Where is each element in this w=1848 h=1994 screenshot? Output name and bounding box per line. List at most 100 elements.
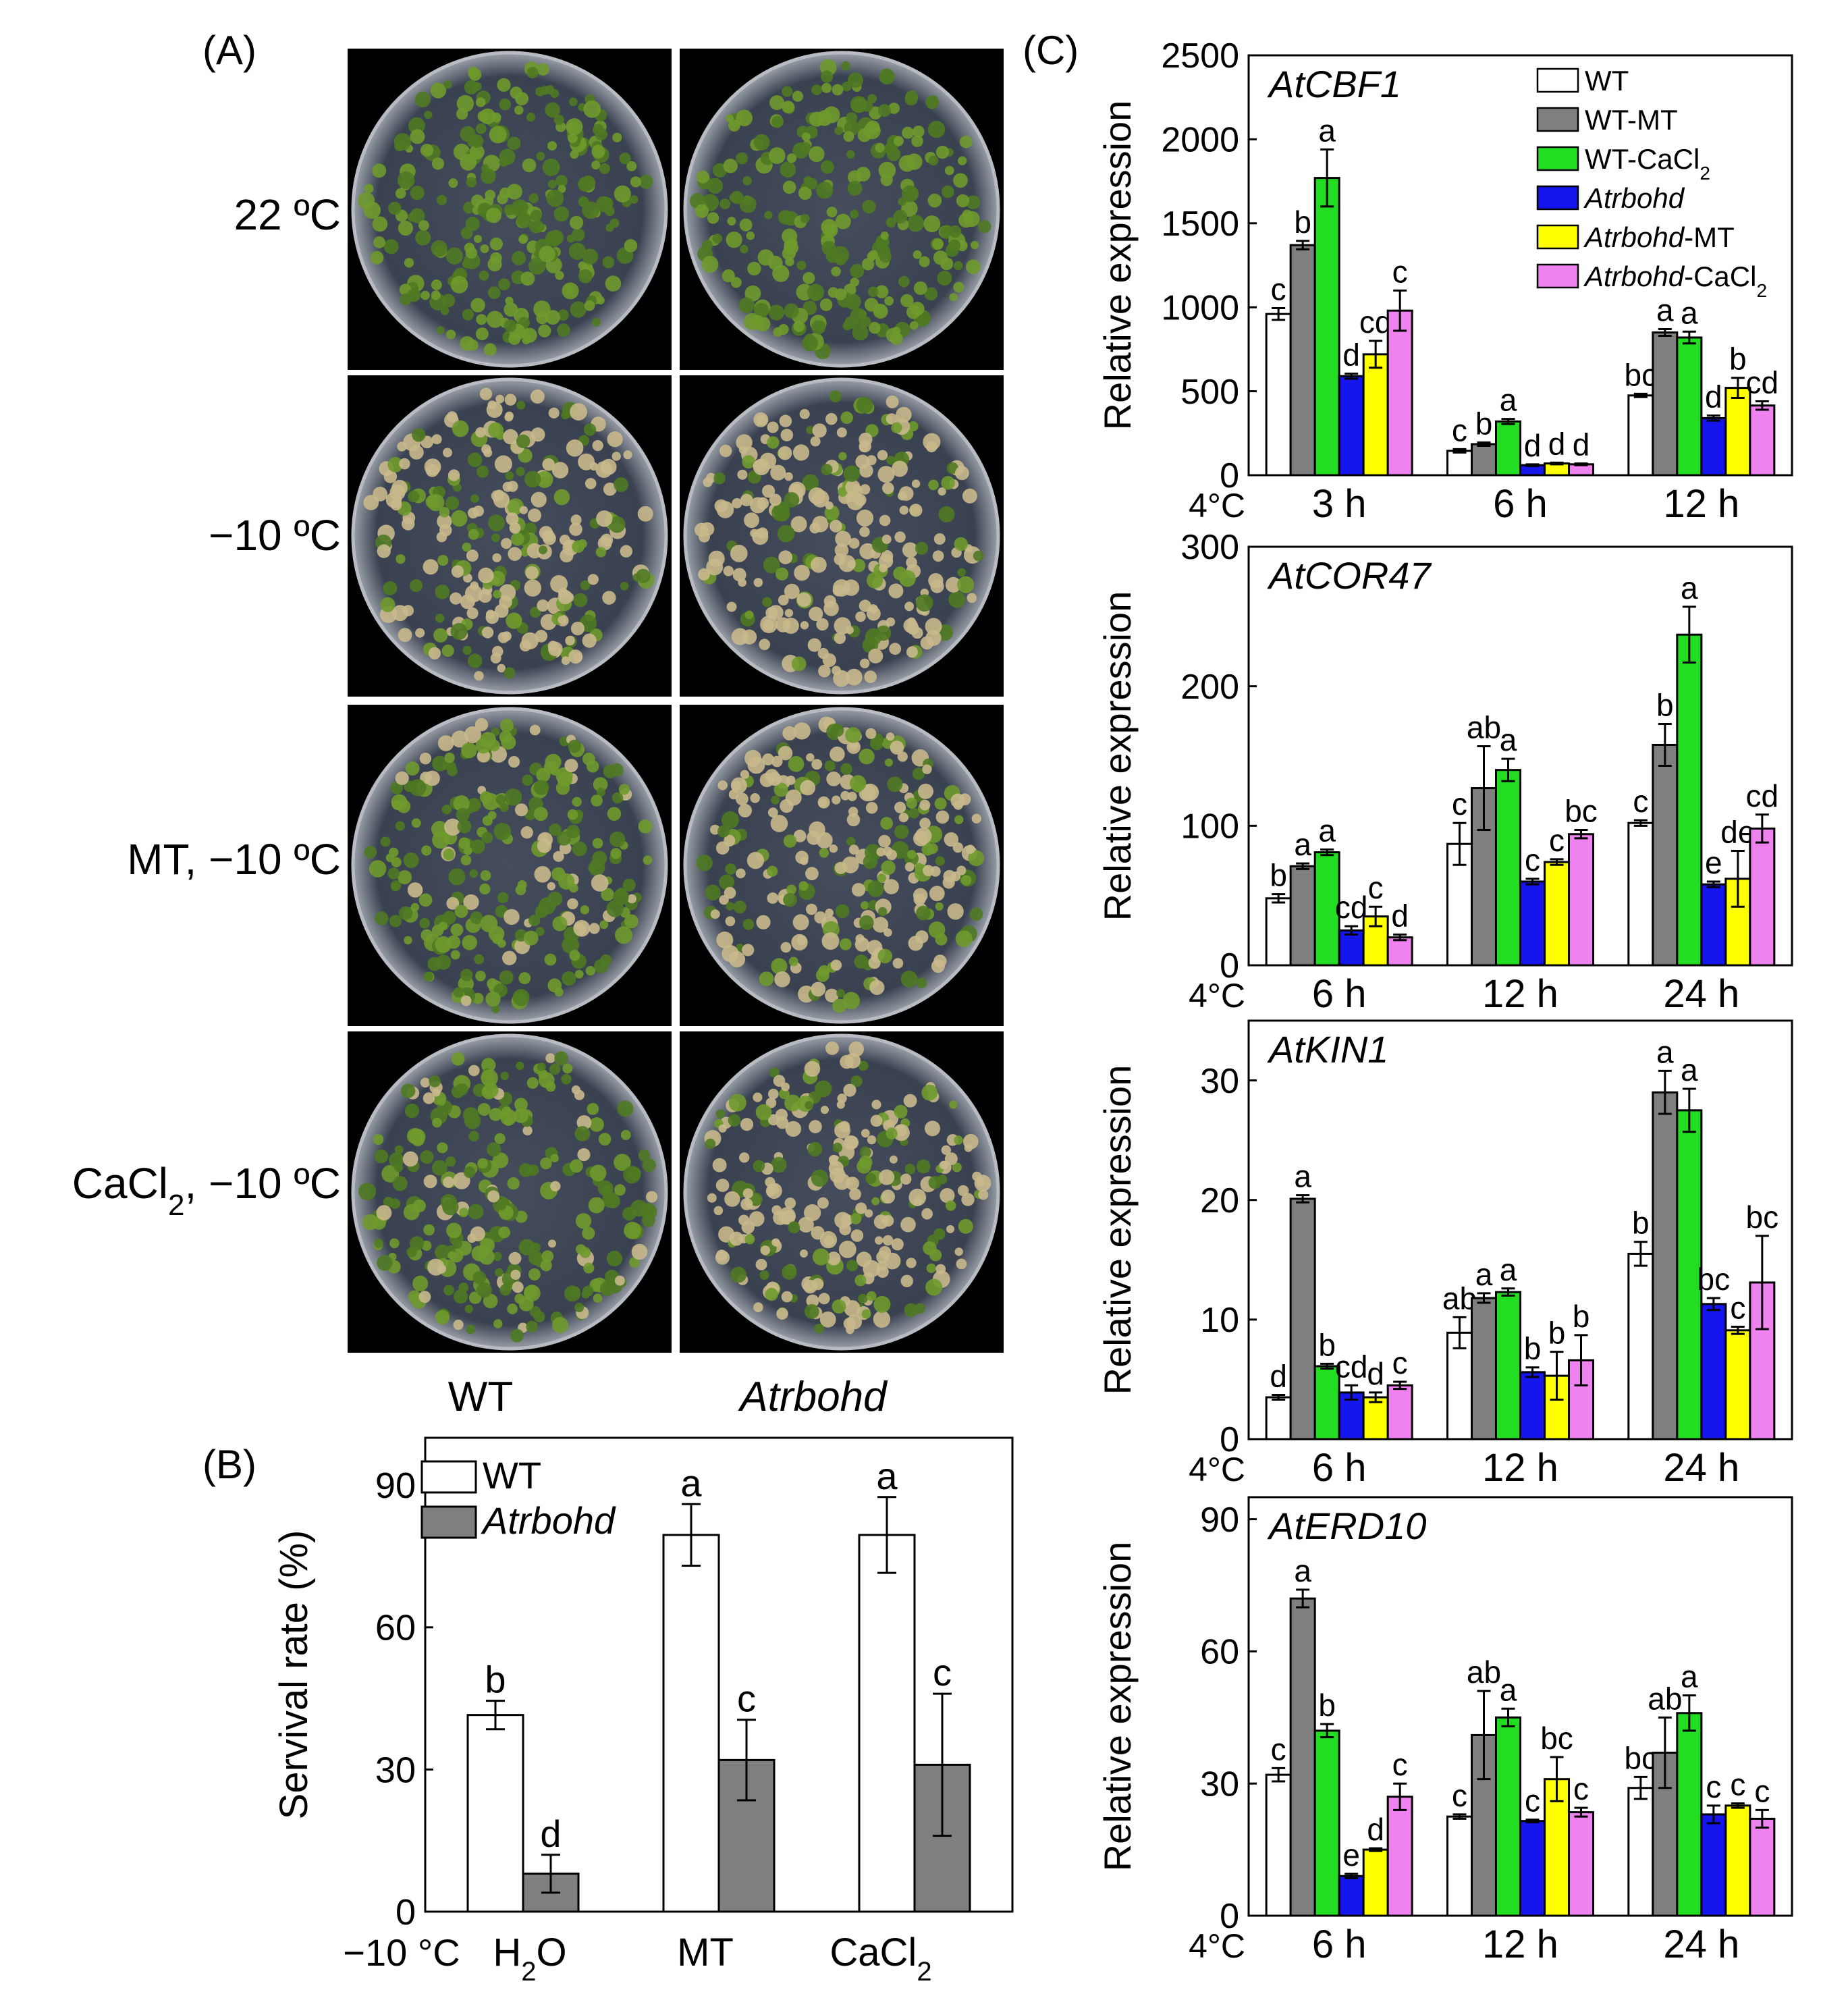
- seedling: [479, 108, 496, 125]
- seedling: [805, 867, 819, 881]
- seedling: [528, 257, 546, 275]
- seedling: [843, 1317, 856, 1330]
- seedling: [819, 848, 830, 858]
- seedling: [432, 755, 448, 772]
- bar: [1700, 883, 1727, 967]
- seedling: [641, 1203, 657, 1220]
- seedling: [467, 798, 481, 812]
- seedling: [889, 643, 902, 655]
- seedling: [806, 753, 815, 762]
- seedling: [767, 436, 780, 449]
- seedling: [842, 992, 861, 1010]
- seedling: [836, 427, 847, 438]
- seedling: [893, 209, 908, 224]
- seedling: [570, 514, 582, 526]
- x-tick-mt: MT: [677, 1931, 734, 1974]
- seedling: [424, 111, 433, 119]
- significance-letter: ab: [1467, 710, 1501, 745]
- seedling: [451, 730, 468, 748]
- seedling: [461, 743, 477, 759]
- seedling: [838, 1241, 857, 1258]
- seedling: [638, 174, 653, 189]
- seedling: [823, 1235, 835, 1247]
- significance-letter: a: [1294, 1553, 1311, 1588]
- seedling: [962, 1133, 979, 1150]
- seedling: [396, 554, 406, 564]
- seedling: [834, 288, 846, 300]
- seedling: [534, 807, 548, 821]
- seedling: [376, 1205, 392, 1221]
- seedling: [462, 542, 472, 552]
- seedling: [867, 606, 881, 621]
- seedling: [454, 1289, 468, 1304]
- seedling: [740, 493, 753, 507]
- seedling: [499, 595, 512, 609]
- seedling: [592, 439, 603, 452]
- seedling: [540, 1260, 552, 1272]
- seedling: [574, 1089, 585, 1100]
- seedling: [429, 1075, 441, 1087]
- seedling: [823, 601, 839, 616]
- seedling: [777, 524, 795, 543]
- seedling: [726, 232, 742, 248]
- seedling: [485, 207, 501, 223]
- seedling: [558, 184, 566, 193]
- significance-letter: a: [1681, 1659, 1698, 1694]
- significance-letter: bc: [1565, 794, 1598, 829]
- seedling: [802, 335, 819, 352]
- seedling: [524, 1285, 537, 1299]
- seedling: [771, 795, 780, 805]
- seedling: [454, 905, 468, 918]
- seedling: [512, 1281, 524, 1293]
- seedling: [402, 605, 414, 616]
- seedling: [540, 476, 550, 486]
- seedling: [391, 857, 402, 867]
- bar: [1724, 1804, 1751, 1917]
- seedling: [479, 387, 493, 400]
- bar: [1289, 865, 1316, 967]
- seedling: [646, 1191, 658, 1203]
- seedling: [803, 272, 815, 284]
- seedling: [423, 1224, 435, 1236]
- seedling: [960, 875, 972, 886]
- seedling: [479, 883, 491, 895]
- seedling: [507, 1303, 518, 1314]
- seedling: [873, 1214, 889, 1229]
- seedling: [888, 583, 904, 599]
- seedling: [784, 472, 793, 481]
- seedling: [730, 277, 742, 288]
- seedling: [771, 1238, 780, 1247]
- seedling: [908, 807, 919, 819]
- seedling: [908, 936, 923, 951]
- seedling: [587, 1103, 599, 1115]
- seedling: [844, 1300, 861, 1317]
- seedling: [562, 971, 576, 986]
- seedling: [724, 887, 736, 899]
- seedling: [537, 1062, 546, 1071]
- seedling: [899, 570, 916, 587]
- seedling: [546, 189, 564, 207]
- seedling: [961, 1193, 975, 1206]
- seedling: [800, 780, 816, 796]
- seedling: [947, 903, 964, 920]
- seedling: [489, 126, 507, 144]
- seedling: [915, 594, 933, 612]
- seedling: [938, 506, 955, 522]
- seedling: [698, 568, 710, 581]
- seedling: [489, 1108, 502, 1121]
- bar: [1386, 309, 1413, 477]
- panel-a-label: (A): [202, 28, 256, 73]
- seedling: [582, 1227, 595, 1240]
- seedling: [470, 494, 479, 503]
- gene-title: AtCBF1: [1267, 63, 1401, 105]
- seedling: [886, 456, 896, 465]
- x-tick-cacl2: CaCl2: [830, 1931, 931, 1987]
- seedling: [776, 617, 791, 632]
- seedling: [841, 61, 850, 71]
- seedling: [838, 555, 856, 572]
- bar: [1627, 821, 1654, 967]
- seedling: [809, 1120, 822, 1133]
- seedling: [744, 749, 762, 767]
- seedling: [928, 479, 939, 491]
